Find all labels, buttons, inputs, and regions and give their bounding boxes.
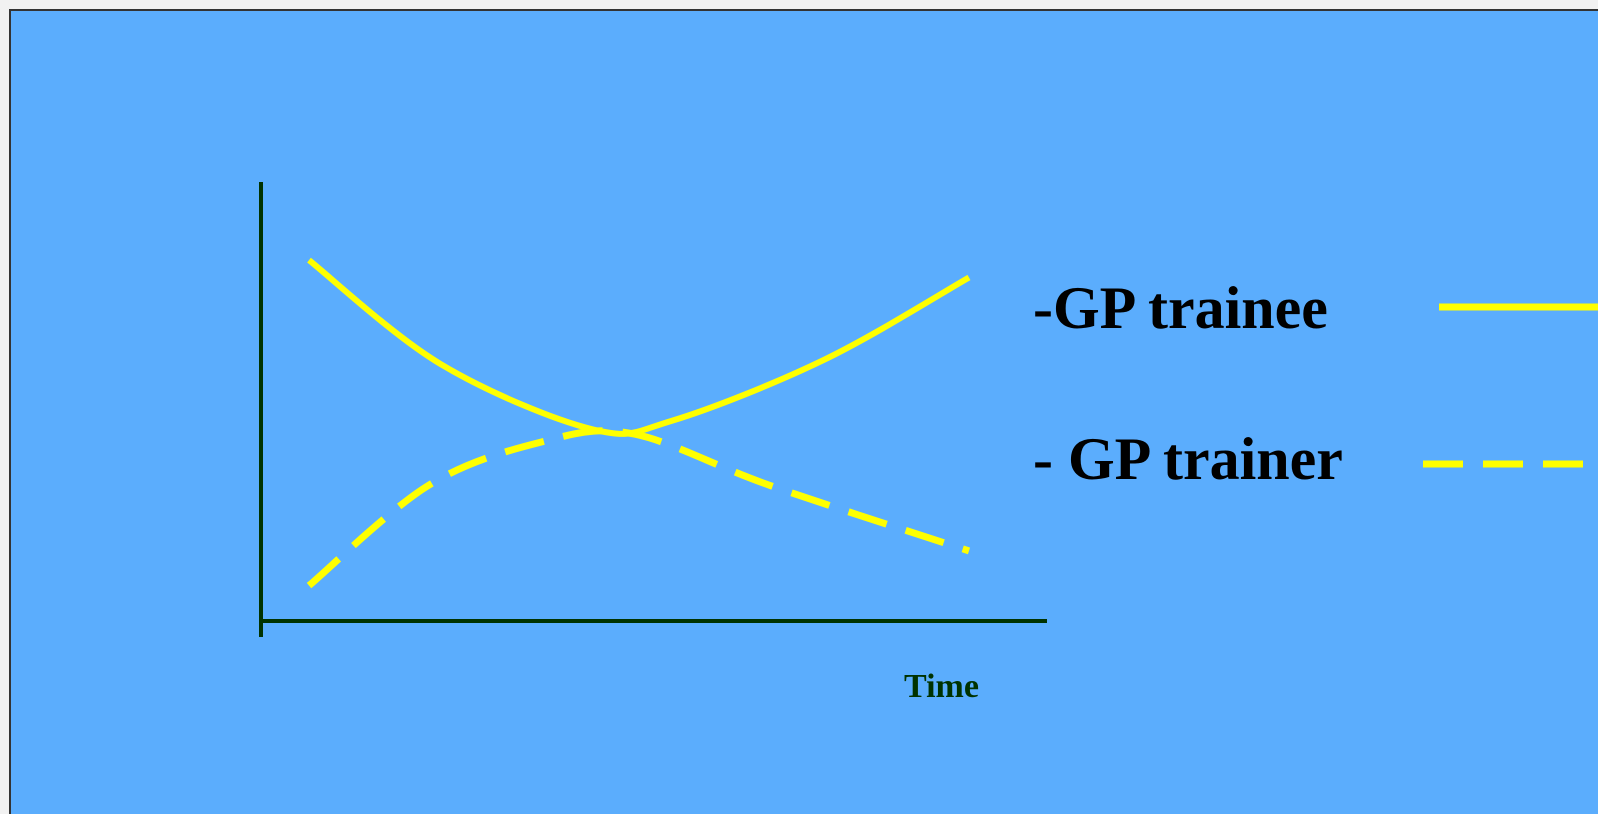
x-axis-label: Time [904, 668, 979, 705]
legend-gp-trainer-label: - GP trainer [1033, 426, 1343, 492]
series-gp-trainee-line [307, 257, 971, 437]
series-gp-trainer-line [306, 427, 971, 589]
chart [259, 182, 1598, 637]
slide: -GP trainee - GP trainer Time [9, 9, 1598, 814]
legend-gp-trainee-label: -GP trainee [1033, 275, 1328, 341]
